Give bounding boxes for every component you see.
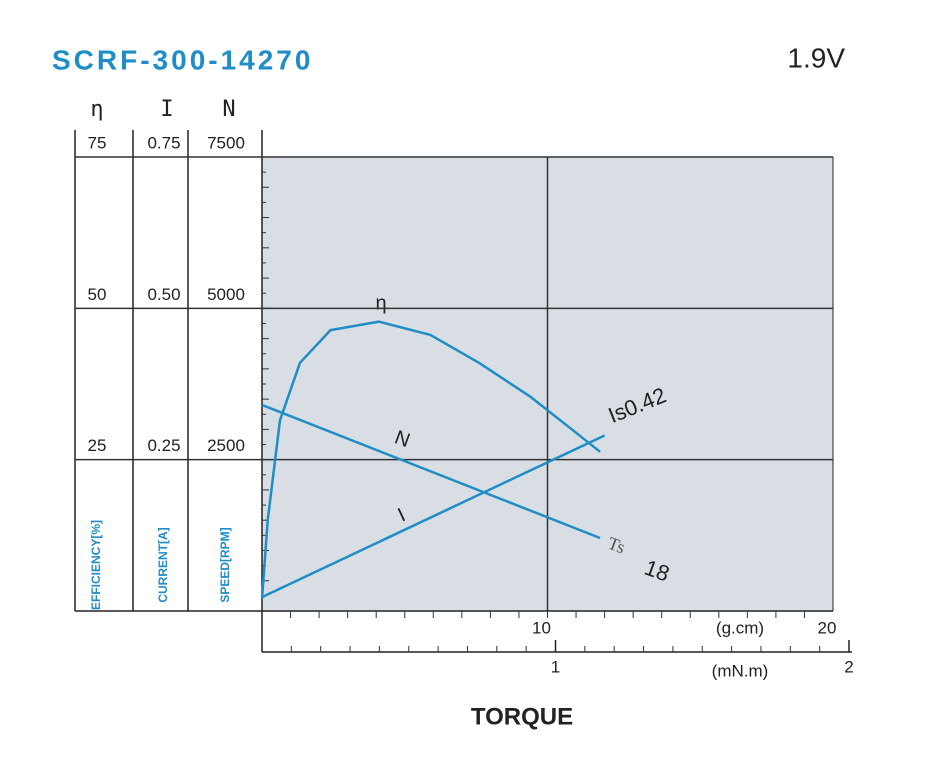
y-tick-label: 25 [88,436,107,455]
x-axis-title: TORQUE [471,703,573,730]
x-unit: (g.cm) [716,618,764,637]
x2-tick-label: 2 [844,657,853,676]
x-tick-label: 20 [818,618,837,637]
axis-symbol: N [222,97,235,122]
y-tick-label: 7500 [207,133,245,152]
x2-unit: (mN.m) [712,661,769,680]
x2-tick-label: 1 [551,657,560,676]
axis-symbol: I [160,97,173,122]
curve-label: η [375,292,386,314]
y-tick-label: 2500 [207,436,245,455]
curve [261,403,601,540]
axis-label: EFFICIENCY[%] [89,520,103,610]
curve-label: N [392,427,413,453]
y-tick-label: 0.25 [147,436,180,455]
axis-label: CURRENT[A] [156,527,170,602]
y-tick-label: 50 [88,285,107,304]
y-tick-label: 0.75 [147,133,180,152]
y-tick-label: 5000 [207,285,245,304]
voltage: 1.9V [787,42,845,73]
y-tick-label: 0.50 [147,285,180,304]
curve [261,434,606,599]
axis-symbol: η [90,97,103,122]
curve [260,320,601,599]
axis-label: SPEED[RPM] [218,527,232,602]
chart-title: SCRF-300-14270 [52,44,313,75]
y-tick-label: 75 [88,133,107,152]
annotation: Ts [605,533,628,558]
x-tick-label: 10 [532,618,551,637]
